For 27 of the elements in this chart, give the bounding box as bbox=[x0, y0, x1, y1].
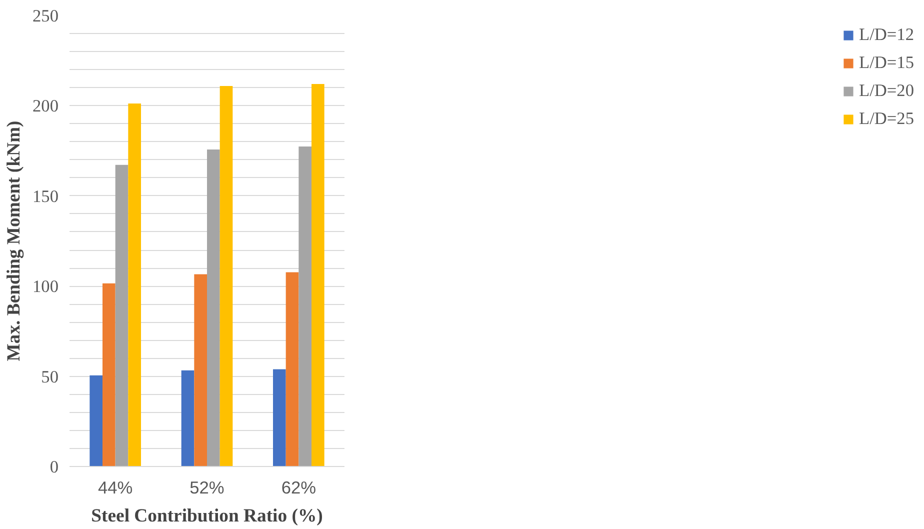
bar bbox=[90, 375, 102, 466]
y-tick-label: 150 bbox=[32, 186, 59, 206]
bar bbox=[273, 369, 286, 466]
legend-label: L/D=15 bbox=[858, 53, 914, 73]
bar bbox=[298, 146, 312, 466]
bar bbox=[286, 272, 299, 466]
bar bbox=[194, 274, 207, 466]
legend-label: L/D=25 bbox=[858, 109, 914, 129]
y-tick-label: 50 bbox=[41, 367, 58, 386]
y-tick-label: 200 bbox=[32, 96, 59, 116]
y-tick-label: 100 bbox=[32, 277, 59, 296]
y-tick-label: 0 bbox=[50, 458, 59, 476]
bar bbox=[102, 283, 116, 466]
y-axis-title: Max. Bending Moment (kNm) bbox=[4, 120, 25, 362]
bar bbox=[115, 164, 128, 466]
legend-label: L/D=12 bbox=[858, 25, 914, 45]
bar bbox=[312, 84, 324, 466]
x-tick-label: 62% bbox=[281, 478, 316, 498]
x-axis-title: Steel Contribution Ratio (%) bbox=[91, 506, 323, 526]
x-tick-label: 52% bbox=[190, 478, 224, 498]
bar bbox=[181, 370, 194, 466]
bar bbox=[207, 150, 220, 466]
legend-label: L/D=20 bbox=[858, 81, 914, 101]
bar bbox=[128, 104, 141, 466]
bar bbox=[220, 86, 233, 466]
y-tick-label: 250 bbox=[32, 6, 59, 26]
x-tick-label: 44% bbox=[98, 478, 133, 498]
